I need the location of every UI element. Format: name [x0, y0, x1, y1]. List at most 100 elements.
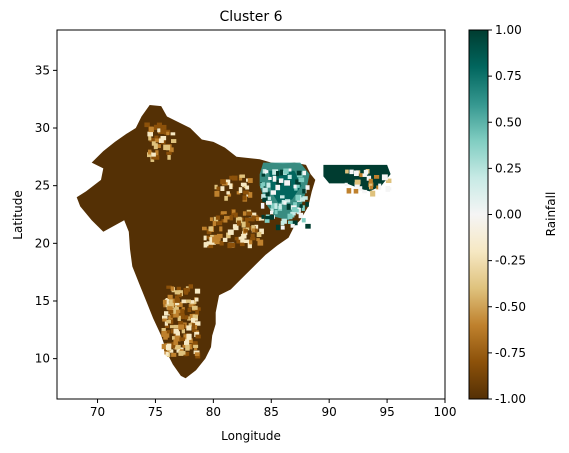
rainfall-speckle — [187, 343, 193, 350]
rainfall-speckle — [368, 178, 373, 184]
rainfall-speckle — [262, 197, 268, 203]
rainfall-speckle — [178, 321, 184, 325]
rainfall-speckle — [175, 344, 181, 350]
x-axis-label: Longitude — [221, 429, 281, 443]
rainfall-speckle — [214, 190, 220, 197]
rainfall-speckle — [162, 299, 167, 305]
rainfall-speckle — [305, 201, 309, 207]
rainfall-speckle — [154, 138, 160, 143]
rainfall-speckle — [290, 211, 296, 216]
rainfall-speckle — [286, 204, 291, 210]
rainfall-speckle — [203, 235, 207, 241]
rainfall-speckle — [237, 217, 243, 224]
rainfall-speckle — [251, 228, 255, 232]
rainfall-speckle — [147, 131, 154, 137]
rainfall-speckle — [239, 240, 245, 247]
rainfall-speckle — [271, 203, 277, 209]
rainfall-speckle — [281, 200, 286, 205]
rainfall-speckle — [220, 186, 225, 191]
rainfall-speckle — [243, 229, 248, 233]
rainfall-speckle — [260, 202, 265, 209]
rainfall-speckle — [250, 233, 255, 238]
rainfall-speckle — [163, 144, 168, 151]
rainfall-speckle — [274, 203, 278, 209]
rainfall-speckle — [294, 209, 299, 213]
rainfall-speckle — [295, 194, 301, 201]
rainfall-speckle — [180, 313, 185, 320]
northeast-region — [323, 164, 391, 192]
rainfall-speckle — [301, 218, 306, 223]
rainfall-speckle — [354, 170, 359, 177]
rainfall-speckle — [164, 299, 169, 305]
rainfall-speckle — [171, 310, 176, 314]
rainfall-speckle — [153, 143, 158, 150]
rainfall-speckle — [270, 210, 274, 215]
rainfall-speckle — [184, 315, 189, 320]
rainfall-speckle — [265, 191, 270, 197]
rainfall-speckle — [246, 222, 250, 228]
rainfall-speckle — [195, 307, 201, 311]
rainfall-speckle — [276, 171, 280, 177]
rainfall-speckle — [182, 344, 187, 348]
rainfall-speckle — [300, 197, 306, 202]
rainfall-speckle — [174, 300, 180, 306]
rainfall-speckle — [216, 233, 223, 239]
rainfall-speckle — [240, 236, 245, 242]
rainfall-speckle — [262, 187, 268, 193]
rainfall-speckle — [265, 216, 270, 220]
y-axis: 10 15 20 25 30 35 — [35, 63, 57, 366]
rainfall-speckle — [185, 344, 190, 351]
rainfall-speckle — [261, 173, 266, 177]
rainfall-speckle — [370, 190, 376, 197]
rainfall-speckle — [194, 346, 198, 351]
rainfall-speckle — [206, 228, 212, 235]
colorbar-tick-label: 1.00 — [495, 23, 522, 37]
rainfall-speckle — [172, 336, 177, 340]
rainfall-speckle — [186, 325, 192, 331]
rainfall-speckle — [148, 149, 152, 155]
rainfall-speckle — [216, 220, 223, 226]
colorbar-tick-label: -0.25 — [495, 254, 526, 268]
rainfall-speckle — [165, 302, 172, 307]
rainfall-speckle — [177, 315, 181, 321]
x-tick-label: 85 — [264, 405, 279, 419]
rainfall-speckle — [195, 334, 201, 339]
rainfall-speckle — [164, 331, 170, 338]
rainfall-speckle — [298, 177, 305, 183]
rainfall-speckle — [157, 128, 161, 133]
rainfall-speckle — [259, 217, 265, 221]
colorbar-label: Rainfall — [544, 192, 558, 237]
colorbar-tick-label: 0.75 — [495, 69, 522, 83]
rainfall-speckle — [290, 223, 295, 228]
x-tick-label: 90 — [322, 405, 337, 419]
rainfall-speckle — [212, 241, 216, 245]
colorbar-tick-label: -0.75 — [495, 346, 526, 360]
rainfall-speckle — [163, 335, 168, 340]
rainfall-speckle — [161, 343, 167, 350]
rainfall-speckle — [166, 330, 171, 334]
rainfall-speckle — [264, 218, 270, 223]
rainfall-speckle — [151, 141, 156, 146]
rainfall-speckle — [151, 152, 156, 157]
rainfall-speckle — [299, 204, 303, 208]
rainfall-speckle — [177, 293, 182, 298]
rainfall-speckle — [166, 285, 172, 289]
rainfall-speckle — [283, 201, 287, 205]
rainfall-speckle — [385, 186, 391, 192]
rainfall-speckle — [243, 190, 249, 195]
rainfall-speckle — [248, 192, 253, 198]
rainfall-speckle — [279, 169, 284, 176]
rainfall-speckle — [161, 328, 166, 332]
rainfall-speckle — [160, 136, 167, 141]
rainfall-speckle — [173, 312, 179, 318]
rainfall-speckle — [280, 195, 285, 199]
rainfall-speckle — [252, 228, 258, 233]
plot-area — [56, 29, 446, 400]
rainfall-speckle — [293, 184, 297, 189]
rainfall-speckle — [220, 179, 226, 185]
rainfall-speckle — [296, 170, 302, 176]
rainfall-speckle — [362, 189, 367, 194]
y-tick-label: 10 — [35, 352, 50, 366]
rainfall-speckle — [261, 194, 267, 199]
rainfall-speckle — [164, 311, 170, 316]
